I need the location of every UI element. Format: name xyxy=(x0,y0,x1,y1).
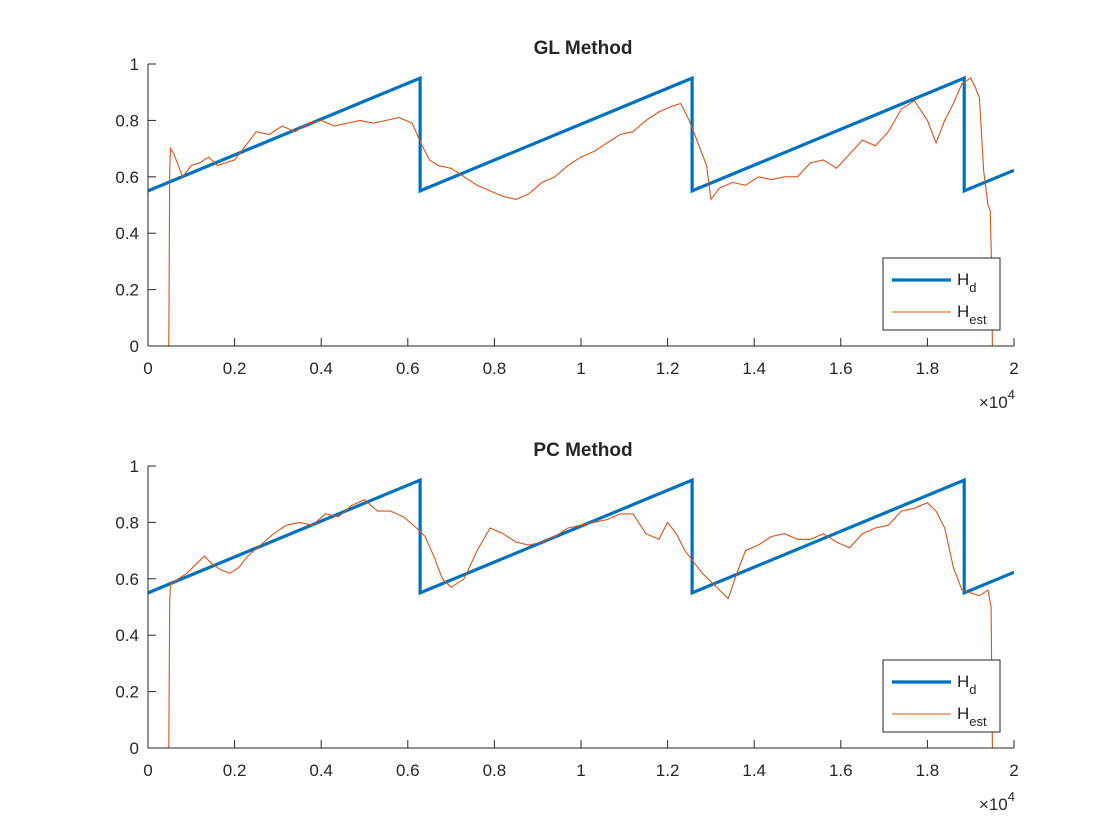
pc-x-tick-label: 2 xyxy=(1009,761,1018,780)
gl-legend-label-hd: Hd xyxy=(957,270,977,295)
gl-series-hd-line xyxy=(148,75,1014,194)
gl-x-tick-label: 1 xyxy=(576,359,585,378)
pc-legend-label-hd: Hd xyxy=(957,672,977,697)
pc-x-exponent-power: 4 xyxy=(1008,789,1015,804)
gl-x-tick-label: 0.4 xyxy=(309,359,333,378)
pc-chart-title: PC Method xyxy=(533,440,632,461)
gl-y-tick-label: 0.6 xyxy=(115,168,139,187)
gl-x-tick-label: 0.8 xyxy=(483,359,507,378)
pc-legend-label-hest: Hest xyxy=(957,704,987,729)
gl-x-tick-label: 0.2 xyxy=(223,359,247,378)
gl-x-tick-label: 0.6 xyxy=(396,359,420,378)
gl-legend-label-sub: est xyxy=(969,312,987,327)
pc-series-group xyxy=(148,477,1014,748)
gl-y-tick-label: 0.8 xyxy=(115,111,139,130)
pc-legend-label-sub: est xyxy=(969,714,987,729)
gl-x-exponent-label: ×104 xyxy=(979,387,1015,412)
pc-y-tick-label: 1 xyxy=(130,457,139,476)
pc-axes: PC Method 0 0.2 0.4 0.6 0.8 1 1.2 1.4 1.6 1.8 2 0 0.2… xyxy=(115,440,1018,814)
gl-x-tick-label: 1.6 xyxy=(829,359,853,378)
gl-legend-box xyxy=(882,257,1001,331)
gl-x-tick-label: 1.4 xyxy=(742,359,766,378)
gl-x-tick-label: 1.8 xyxy=(916,359,940,378)
pc-legend-label-main: H xyxy=(957,704,969,723)
gl-x-exponent-power: 4 xyxy=(1008,387,1015,402)
pc-x-tick-label: 1.4 xyxy=(742,761,766,780)
gl-x-exponent-base: ×10 xyxy=(979,393,1008,412)
pc-x-exponent-base: ×10 xyxy=(979,795,1008,814)
pc-y-tick-label: 0.4 xyxy=(115,626,139,645)
gl-y-tick-label: 0.4 xyxy=(115,224,139,243)
pc-x-tick-label: 0.2 xyxy=(223,761,247,780)
gl-y-tick-label: 1 xyxy=(130,55,139,74)
gl-x-tick-label: 2 xyxy=(1009,359,1018,378)
pc-legend-label-main: H xyxy=(957,672,969,691)
gl-x-tick-label: 1.2 xyxy=(656,359,680,378)
gl-y-tick-label: 0.2 xyxy=(115,281,139,300)
gl-axes: GL Method 0 0.2 0.4 0.6 0.8 1 1.2 1.4 1.6 1.8 2 0 0.2… xyxy=(115,38,1018,412)
pc-x-tick-label: 1.2 xyxy=(656,761,680,780)
gl-x-tick-label: 0 xyxy=(143,359,152,378)
pc-x-tick-label: 0.6 xyxy=(396,761,420,780)
pc-x-exponent-label: ×104 xyxy=(979,789,1015,814)
gl-legend-label-sub: d xyxy=(969,280,976,295)
pc-y-tick-label: 0.6 xyxy=(115,570,139,589)
gl-legend-label-main: H xyxy=(957,302,969,321)
pc-legend-box xyxy=(882,659,1001,733)
gl-legend-label-main: H xyxy=(957,270,969,289)
pc-y-tick-label: 0.2 xyxy=(115,683,139,702)
pc-x-tick-label: 0 xyxy=(143,761,152,780)
pc-x-tick-label: 1.6 xyxy=(829,761,853,780)
pc-legend-label-sub: d xyxy=(969,682,976,697)
pc-series-hd-line xyxy=(148,477,1014,596)
gl-chart-title: GL Method xyxy=(534,38,633,59)
gl-y-tick-label: 0 xyxy=(130,337,139,356)
pc-x-tick-label: 1 xyxy=(576,761,585,780)
pc-x-tick-label: 0.4 xyxy=(309,761,333,780)
pc-y-tick-label: 0 xyxy=(130,739,139,758)
pc-x-tick-label: 0.8 xyxy=(483,761,507,780)
pc-x-tick-label: 1.8 xyxy=(916,761,940,780)
gl-legend-label-hest: Hest xyxy=(957,302,987,327)
pc-series-hest-line xyxy=(148,499,1014,748)
gl-series-group xyxy=(148,75,1014,346)
pc-y-tick-label: 0.8 xyxy=(115,513,139,532)
gl-series-hest-line xyxy=(148,77,1014,346)
